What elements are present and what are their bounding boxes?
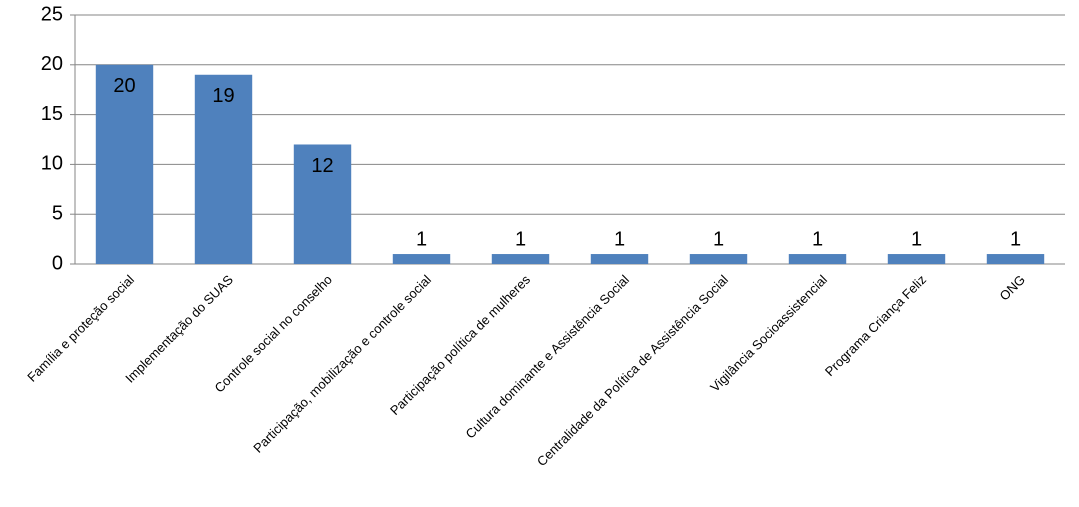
x-tick-label: Programa Criança Feliz [822, 272, 929, 379]
x-tick-label: Participação, mobilização e controle soc… [250, 272, 434, 456]
data-label: 1 [515, 228, 526, 250]
x-tick-label: Implementação do SUAS [122, 272, 236, 386]
y-tick-label: 0 [52, 252, 63, 274]
y-tick-label: 10 [41, 153, 63, 175]
x-tick-label: Vigilância Socioassistencial [707, 272, 830, 395]
bar [95, 64, 154, 264]
data-label: 12 [311, 155, 333, 177]
bar [986, 254, 1045, 264]
bar [689, 254, 748, 264]
y-tick-label: 20 [41, 53, 63, 75]
bar [788, 254, 847, 264]
bar [491, 254, 550, 264]
x-tick-label: ONG [996, 272, 1028, 304]
data-label: 1 [416, 228, 427, 250]
y-tick-label: 15 [41, 103, 63, 125]
bar [392, 254, 451, 264]
x-tick-label: Centralidade da Política de Assistência … [534, 272, 731, 469]
data-label: 1 [1010, 228, 1021, 250]
bar [293, 144, 352, 264]
data-label: 1 [614, 228, 625, 250]
data-label: 1 [812, 228, 823, 250]
bar [887, 254, 946, 264]
data-label: 19 [212, 85, 234, 107]
x-tick-label: Cultura dominante e Assistência Social [463, 272, 633, 442]
y-tick-label: 5 [52, 202, 63, 224]
data-label: 20 [113, 75, 135, 97]
y-tick-label: 25 [41, 3, 63, 25]
data-label: 1 [713, 228, 724, 250]
x-tick-label: Família e proteção social [24, 272, 137, 385]
data-label: 1 [911, 228, 922, 250]
bar [590, 254, 649, 264]
bar [194, 74, 253, 264]
x-tick-label: Controle social no conselho [212, 272, 336, 396]
